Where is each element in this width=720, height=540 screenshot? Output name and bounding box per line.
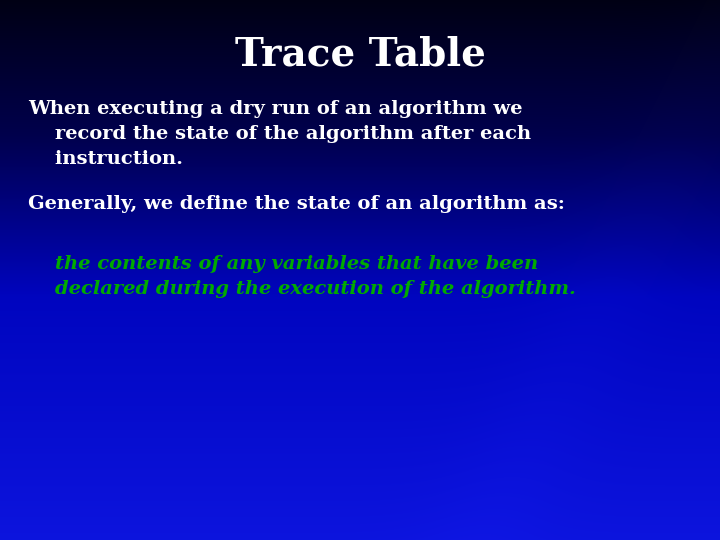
- Text: Trace Table: Trace Table: [235, 35, 485, 73]
- Text: instruction.: instruction.: [28, 150, 183, 168]
- Text: Generally, we define the state of an algorithm as:: Generally, we define the state of an alg…: [28, 195, 565, 213]
- Text: declared during the execution of the algorithm.: declared during the execution of the alg…: [28, 280, 576, 298]
- Text: the contents of any variables that have been: the contents of any variables that have …: [28, 255, 538, 273]
- Text: record the state of the algorithm after each: record the state of the algorithm after …: [28, 125, 531, 143]
- Text: When executing a dry run of an algorithm we: When executing a dry run of an algorithm…: [28, 100, 523, 118]
